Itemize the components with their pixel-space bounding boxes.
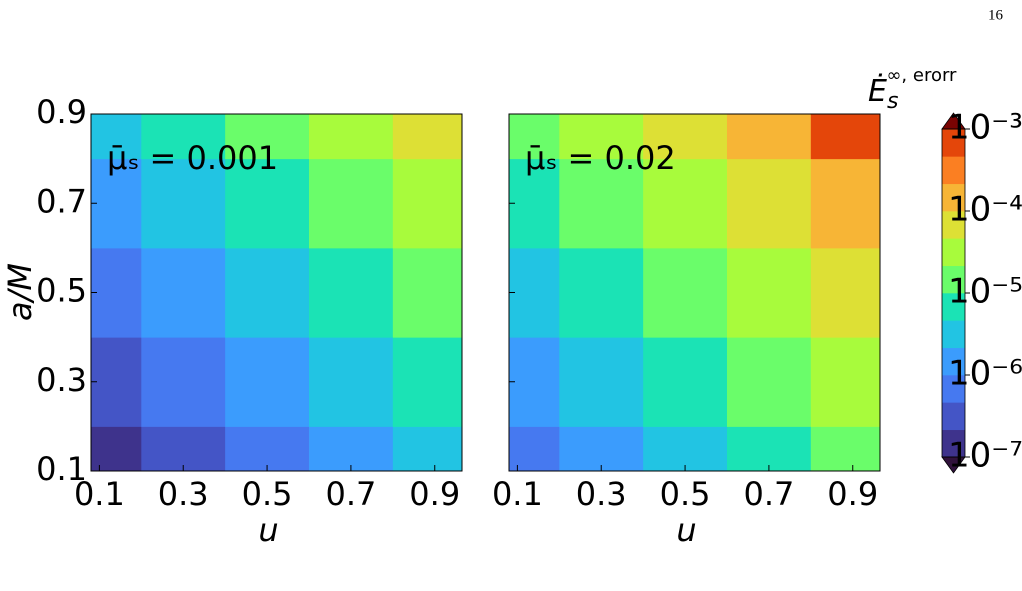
contour-cell xyxy=(509,158,560,249)
x-tick-label: 0.1 xyxy=(492,475,543,513)
contour-cell xyxy=(225,114,310,160)
colorbar-band xyxy=(942,402,965,431)
contour-cell xyxy=(810,426,880,471)
contour-cell xyxy=(726,426,812,471)
contour-cell xyxy=(559,247,644,338)
page-number: 16 xyxy=(988,7,1004,23)
contour-cell xyxy=(392,247,462,338)
panel-annotation: μ̄ₛ = 0.02 xyxy=(525,139,676,177)
contour-cell xyxy=(91,158,142,249)
contour-cell xyxy=(559,337,644,427)
contour-cell xyxy=(225,247,310,338)
contour-cell xyxy=(392,426,462,471)
colorbar-band xyxy=(942,375,965,403)
contour-cell xyxy=(225,337,310,427)
y-axis-label: a/M xyxy=(1,263,39,321)
colorbar-band xyxy=(942,347,965,376)
x-tick-label: 0.3 xyxy=(576,475,627,513)
colorbar-band xyxy=(942,129,965,157)
contour-cell xyxy=(141,114,226,160)
x-tick-label: 0.7 xyxy=(743,475,794,513)
contour-cell xyxy=(308,337,394,427)
contour-cell xyxy=(225,426,310,471)
colorbar-band xyxy=(942,320,965,349)
colorbar-band xyxy=(942,183,965,212)
colorbar-tick-label: 10⁻⁷ xyxy=(948,436,1022,476)
contour-cell xyxy=(726,158,812,249)
contour-cell xyxy=(643,247,728,338)
x-tick-label: 0.1 xyxy=(74,475,125,513)
x-tick-label: 0.5 xyxy=(660,475,711,513)
y-tick-label: 0.1 xyxy=(36,450,87,488)
contour-cell xyxy=(392,337,462,427)
x-axis-label: u xyxy=(676,511,696,549)
contour-cell xyxy=(141,426,226,471)
colorbar-band xyxy=(942,429,965,458)
contour-cell xyxy=(810,114,880,160)
contour-cell xyxy=(308,158,394,249)
contour-cell xyxy=(726,247,812,338)
contour-cell xyxy=(392,114,462,160)
x-tick-label: 0.7 xyxy=(325,475,376,513)
colorbar-label-base: Ė xyxy=(868,73,887,109)
contour-cell xyxy=(726,114,812,160)
contour-cell xyxy=(559,114,644,160)
contour-cell xyxy=(810,158,880,249)
contour-cell xyxy=(509,337,560,427)
colorbar-tick-label: 10⁻⁶ xyxy=(948,354,1022,394)
contour-cell xyxy=(559,426,644,471)
contour-cell xyxy=(726,337,812,427)
contour-cell xyxy=(141,158,226,249)
colorbar-tick-label: 10⁻³ xyxy=(948,108,1022,148)
colorbar-band xyxy=(942,211,965,239)
colorbar-band xyxy=(942,156,965,185)
y-tick-label: 0.5 xyxy=(36,272,87,310)
y-tick-label: 0.7 xyxy=(36,182,87,220)
contour-cell xyxy=(810,337,880,427)
contour-cell xyxy=(392,158,462,249)
x-tick-label: 0.5 xyxy=(242,475,293,513)
plot-area xyxy=(509,114,880,471)
contour-cell xyxy=(91,337,142,427)
colorbar-label-sup: ∞, erorr xyxy=(886,65,957,86)
colorbar-band xyxy=(942,265,965,294)
contour-cell xyxy=(141,337,226,427)
plot-area xyxy=(91,114,462,471)
contour-cell xyxy=(308,247,394,338)
y-tick-label: 0.3 xyxy=(36,361,87,399)
contour-cell xyxy=(91,247,142,338)
y-tick-label: 0.9 xyxy=(36,93,87,131)
contour-cell xyxy=(509,247,560,338)
contour-cell xyxy=(308,114,394,160)
contour-cell xyxy=(91,426,142,471)
contour-cell xyxy=(810,247,880,338)
contour-cell xyxy=(225,158,310,249)
contour-cell xyxy=(91,114,142,160)
x-tick-label: 0.3 xyxy=(158,475,209,513)
contour-cell xyxy=(643,426,728,471)
contour-cell xyxy=(308,426,394,471)
contour-cell xyxy=(141,247,226,338)
colorbar-tick-label: 10⁻⁴ xyxy=(948,190,1022,230)
colorbar-band xyxy=(942,293,965,321)
contour-cell xyxy=(509,114,560,160)
colorbar-tick-label: 10⁻⁵ xyxy=(948,272,1022,312)
contour-cell xyxy=(643,158,728,249)
colorbar-label: Ės ∞, erorr xyxy=(868,65,957,114)
contour-cell xyxy=(509,426,560,471)
x-tick-label: 0.9 xyxy=(827,475,878,513)
panel-annotation: μ̄ₛ = 0.001 xyxy=(107,139,278,177)
x-axis-label: u xyxy=(258,511,278,549)
colorbar-label-sub: s xyxy=(887,89,898,114)
contour-cell xyxy=(643,337,728,427)
contour-cell xyxy=(643,114,728,160)
x-tick-label: 0.9 xyxy=(409,475,460,513)
colorbar-band xyxy=(942,238,965,267)
contour-cell xyxy=(559,158,644,249)
